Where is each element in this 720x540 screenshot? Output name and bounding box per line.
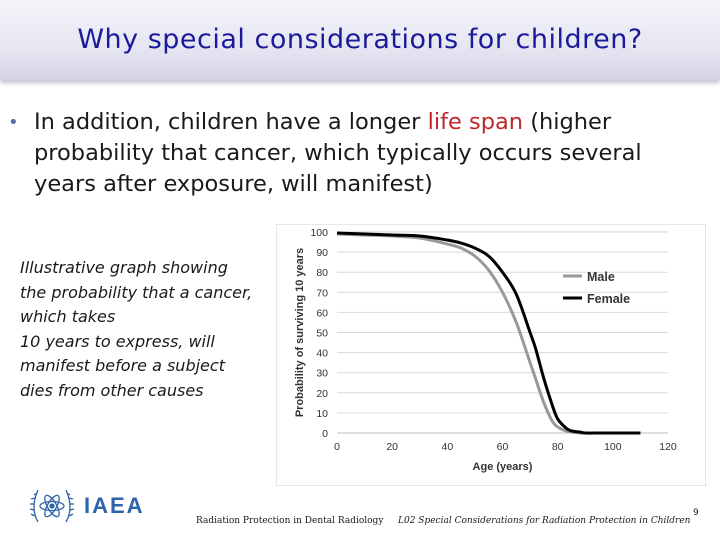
- y-tick-label: 30: [316, 368, 328, 380]
- y-tick-label: 60: [316, 307, 328, 319]
- caption-line: 10 years to express, will: [20, 331, 215, 351]
- y-tick-label: 70: [316, 287, 328, 299]
- y-axis-label: Probability of surviving 10 years: [294, 248, 306, 417]
- y-tick-label: 40: [316, 348, 328, 360]
- x-tick-label: 100: [604, 441, 622, 453]
- caption-line: manifest before a subject: [20, 356, 225, 375]
- x-tick-label: 120: [659, 441, 677, 453]
- y-tick-label: 20: [316, 388, 328, 400]
- y-tick-label: 10: [316, 408, 328, 420]
- y-tick-label: 0: [322, 428, 328, 440]
- survival-chart: 0 10 20 30 40 50 60 70 80 90 100 0 20 40 60 80 100 120 Age…: [276, 224, 706, 486]
- caption-line: Illustrative graph showing: [20, 258, 228, 277]
- bullet-text-before: In addition, children have a longer: [34, 109, 428, 135]
- logo-text: IAEA: [84, 493, 145, 518]
- x-tick-label: 20: [386, 441, 398, 453]
- caption-line: which takes: [20, 307, 116, 326]
- y-tick-label: 50: [316, 328, 328, 340]
- legend-label-female: Female: [587, 292, 630, 306]
- x-tick-label: 80: [552, 441, 564, 453]
- x-tick-label: 60: [497, 441, 509, 453]
- page-number: 9: [693, 508, 699, 518]
- x-tick-label: 0: [334, 441, 340, 453]
- y-tick-label: 80: [316, 267, 328, 279]
- legend-label-male: Male: [587, 270, 615, 284]
- title-bar: [0, 0, 720, 80]
- bullet-text: In addition, children have a longer life…: [34, 107, 704, 200]
- chart-frame: [276, 224, 706, 486]
- bullet-highlight: life span: [427, 109, 524, 135]
- iaea-logo: IAEA: [28, 482, 158, 530]
- y-tick-label: 90: [316, 247, 328, 259]
- bullet-text-after: (higher probability that cancer, which t…: [34, 109, 642, 197]
- footer-course-title: Radiation Protection in Dental Radiology: [196, 516, 384, 526]
- atom-laurel-icon: [29, 489, 75, 523]
- caption-line: the probability that a cancer,: [20, 282, 253, 302]
- slide-title: Why special considerations for children?: [77, 24, 643, 55]
- graph-caption: Illustrative graph showing the probabili…: [20, 256, 270, 403]
- x-tick-label: 40: [441, 441, 453, 453]
- caption-line: dies from other causes: [20, 380, 204, 400]
- y-tick-label: 100: [310, 227, 328, 239]
- series-line-female: [336, 231, 641, 435]
- bullet-marker: •: [8, 112, 19, 133]
- x-axis-label: Age (years): [473, 461, 533, 473]
- footer-lecture-title: L02 Special Considerations for Radiation…: [398, 516, 691, 526]
